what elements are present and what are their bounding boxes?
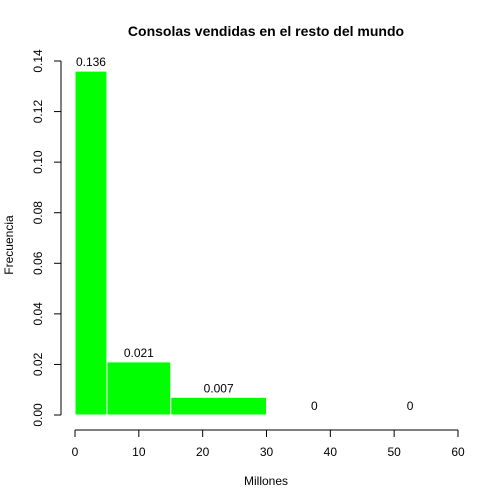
x-tick-label-6: 60 bbox=[451, 445, 465, 459]
histogram-bar-2 bbox=[170, 396, 267, 416]
bar-value-label-0: 0.136 bbox=[76, 55, 106, 69]
x-tick-label-3: 30 bbox=[260, 445, 274, 459]
bar-value-label-2: 0.007 bbox=[204, 381, 234, 395]
bar-value-label-4: 0 bbox=[407, 399, 414, 413]
x-tick-label-1: 10 bbox=[132, 445, 146, 459]
y-tick-label-5: 0.10 bbox=[31, 150, 45, 174]
x-tick-label-4: 40 bbox=[324, 445, 338, 459]
y-axis: 0.00 0.02 0.04 0.06 0.08 0.10 0.12 0.14 bbox=[31, 49, 62, 427]
y-tick-label-1: 0.02 bbox=[31, 352, 45, 376]
x-tick-label-2: 20 bbox=[196, 445, 210, 459]
y-tick-label-3: 0.06 bbox=[31, 251, 45, 275]
x-tick-label-0: 0 bbox=[72, 445, 79, 459]
y-tick-label-2: 0.04 bbox=[31, 302, 45, 326]
x-tick-label-5: 50 bbox=[387, 445, 401, 459]
x-axis: 0 10 20 30 40 50 60 bbox=[72, 429, 465, 459]
histogram-bar-1 bbox=[106, 361, 172, 416]
y-tick-label-0: 0.00 bbox=[31, 403, 45, 427]
histogram-bar-0 bbox=[74, 70, 108, 416]
bar-value-label-3: 0 bbox=[311, 399, 318, 413]
y-tick-label-4: 0.08 bbox=[31, 201, 45, 225]
y-axis-label: Frecuencia bbox=[2, 215, 16, 275]
y-tick-label-7: 0.14 bbox=[31, 49, 45, 73]
bar-value-label-1: 0.021 bbox=[124, 346, 154, 360]
chart-title: Consolas vendidas en el resto del mundo bbox=[128, 23, 404, 39]
x-axis-label: Millones bbox=[244, 474, 288, 488]
bar-labels-layer: 0.136 0.021 0.007 0 0 bbox=[76, 55, 414, 413]
bars-layer bbox=[74, 70, 267, 416]
y-tick-label-6: 0.12 bbox=[31, 100, 45, 124]
